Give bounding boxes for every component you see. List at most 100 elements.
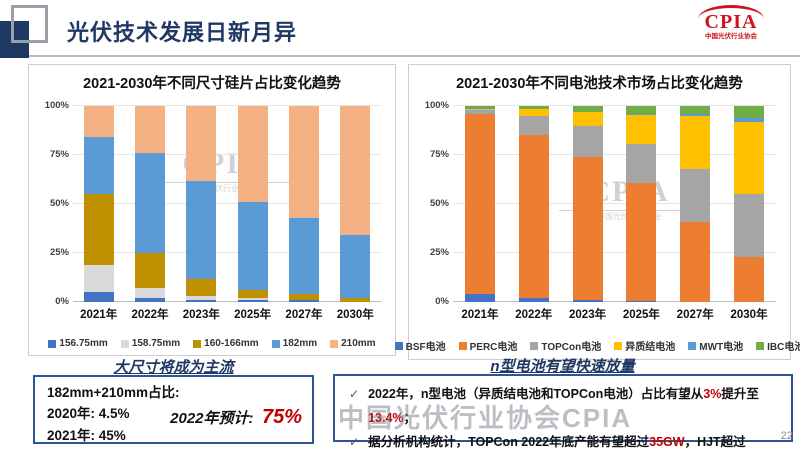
forecast-2022: 2022年预计: 75%: [170, 406, 302, 429]
bar-segment: [626, 301, 657, 302]
chart-legend: 156.75mm 158.75mm 160-166mm 182mm 210mm: [33, 338, 391, 349]
bar-segment: [626, 114, 657, 145]
bar-column: [73, 106, 124, 302]
bar-segment: [626, 183, 657, 302]
x-axis-labels: 2021年 2022年 2023年 2025年 2027年 2030年: [73, 306, 381, 322]
bars-container: [453, 106, 776, 302]
legend-swatch-icon: [330, 339, 339, 348]
bar-segment: [186, 300, 217, 302]
legend-item: PERC电池: [458, 338, 517, 353]
bar-segment: [288, 294, 319, 301]
stacked-bar-2027年: [680, 106, 711, 302]
check-icon: ✓: [349, 387, 360, 401]
cpia-logo-subtext: 中国光伏行业协会: [705, 33, 757, 40]
stacked-bar-2023年: [572, 106, 603, 302]
x-axis-label: 2022年: [131, 309, 169, 321]
chart-title: 2021-2030年不同尺寸硅片占比变化趋势: [83, 76, 341, 92]
decor-square-outline: [11, 5, 48, 43]
gridline: [453, 301, 776, 302]
bar-segment: [237, 106, 268, 203]
bar-segment: [518, 108, 549, 116]
bar-column: [722, 106, 776, 302]
bar-segment: [734, 106, 765, 118]
x-axis-label: 2025年: [622, 309, 660, 321]
gridline: [73, 252, 381, 253]
x-axis-label: 2022年: [515, 309, 553, 321]
bar-segment: [626, 106, 657, 114]
bar-segment: [734, 121, 765, 195]
bar-segment: [572, 111, 603, 126]
bar-column: [330, 106, 381, 302]
legend-item: MWT电池: [688, 338, 743, 353]
bar-segment: [680, 168, 711, 222]
x-axis-label: 2021年: [461, 309, 499, 321]
bar-segment: [83, 194, 114, 265]
cpia-logo-text: CPIA: [704, 11, 758, 33]
x-axis-labels: 2021年 2022年 2023年 2025年 2027年 2030年: [453, 306, 776, 322]
bar-segment: [464, 113, 495, 295]
bar-segment: [340, 298, 371, 302]
bar-segment: [572, 156, 603, 301]
y-tick-label: 50%: [429, 198, 449, 209]
insight-right-box: ✓ 2022年，n型电池（异质结电池和TOPCon电池）占比有望从3%提升至13.…: [333, 374, 793, 449]
bar-segment: [464, 106, 495, 109]
legend-item: 158.75mm: [120, 338, 181, 349]
insight-right-title: n型电池有望快速放量: [490, 358, 635, 375]
bar-segment: [288, 217, 319, 295]
y-tick-label: 0%: [55, 296, 69, 307]
legend-swatch-icon: [271, 339, 280, 348]
y-tick-label: 100%: [44, 100, 69, 111]
legend-swatch-icon: [614, 341, 623, 350]
legend-label: 158.75mm: [131, 338, 181, 349]
stacked-bar-2022年: [518, 106, 549, 302]
bar-column: [124, 106, 175, 302]
bar-segment: [134, 253, 165, 289]
insight-left-box: 182mm+210mm占比: 2020年: 4.5% 2021年: 45% 20…: [33, 375, 314, 444]
stacked-bar-2027年: [288, 106, 319, 302]
legend-item: 210mm: [330, 338, 376, 349]
bar-segment: [680, 115, 711, 169]
page-number: 22: [780, 430, 793, 442]
legend-item: 182mm: [271, 338, 317, 349]
bar-segment: [186, 296, 217, 301]
legend-swatch-icon: [458, 341, 467, 350]
bar-segment: [83, 106, 114, 138]
legend-label: IBC电池: [767, 342, 800, 353]
wafer-size-chart-panel: 2021-2030年不同尺寸硅片占比变化趋势 CPIA 中国光伏行业协会 100…: [28, 64, 396, 356]
gridline: [453, 154, 776, 155]
stacked-bar-2022年: [134, 106, 165, 302]
bar-segment: [572, 125, 603, 157]
bar-segment: [518, 115, 549, 136]
ntype-bullets: ✓ 2022年，n型电池（异质结电池和TOPCon电池）占比有望从3%提升至13.…: [345, 383, 783, 449]
legend-label: MWT电池: [699, 342, 744, 353]
x-axis-label: 2030年: [730, 309, 768, 321]
legend-swatch-icon: [193, 339, 202, 348]
cpia-arc-icon: [698, 5, 764, 19]
legend-swatch-icon: [530, 341, 539, 350]
bar-segment: [134, 153, 165, 254]
bar-segment: [237, 300, 268, 302]
header: 光伏技术发展日新月异 CPIA 中国光伏行业协会: [0, 0, 800, 58]
bar-segment: [680, 221, 711, 302]
insight-left-title: 大尺寸将成为主流: [113, 359, 234, 376]
bars-container: [73, 106, 381, 302]
bar-segment: [83, 137, 114, 195]
bar-column: [561, 106, 615, 302]
wafer-share-heading: 182mm+210mm占比:: [47, 385, 180, 400]
gridline: [453, 105, 776, 106]
bar-segment: [680, 106, 711, 114]
bar-segment: [288, 106, 319, 218]
x-axis-label: 2025年: [234, 309, 272, 321]
bar-column: [614, 106, 668, 302]
bar-segment: [626, 144, 657, 184]
stacked-bar-2025年: [237, 106, 268, 302]
legend-label: 异质结电池: [625, 342, 676, 353]
plot-area: 100% 75% 50% 25% 0%: [425, 100, 776, 307]
bar-segment: [83, 292, 114, 302]
legend-item: IBC电池: [756, 338, 800, 353]
bar-segment: [134, 106, 165, 154]
stacked-bar-2023年: [186, 106, 217, 302]
bar-segment: [464, 108, 495, 110]
legend-item: 异质结电池: [614, 338, 675, 353]
x-axis-label: 2027年: [285, 309, 323, 321]
